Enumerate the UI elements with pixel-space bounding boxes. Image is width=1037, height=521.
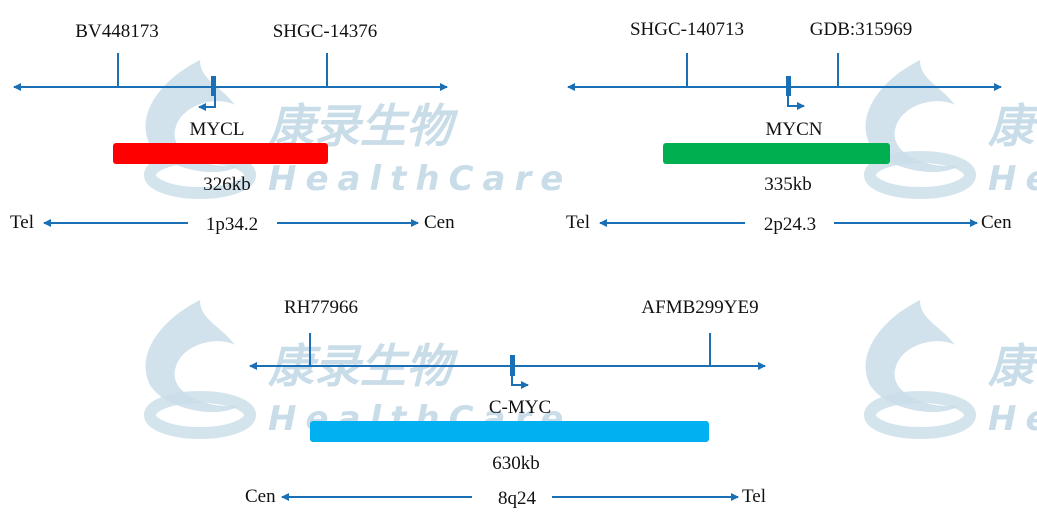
panel-c-myc: RH77966 AFMB299YE9 C-MYC 630kb Cen 8q24 … xyxy=(245,297,766,509)
right-end-label: Tel xyxy=(742,486,766,507)
watermark-cn: 康录生物 xyxy=(987,99,1037,153)
transcription-arrow-icon xyxy=(511,376,529,389)
swirl-logo-icon xyxy=(865,300,960,413)
right-end-label: Cen xyxy=(424,212,455,233)
probe-size: 335kb xyxy=(764,174,812,195)
swirl-logo-icon xyxy=(145,300,240,413)
panel-mycl: BV448173 SHGC-14376 MYCL 326kb Tel 1p34.… xyxy=(10,21,455,235)
probe-bar xyxy=(310,421,709,442)
gene-position-mark xyxy=(211,76,216,96)
transcription-arrow-icon xyxy=(787,96,805,110)
swirl-logo-icon xyxy=(144,391,256,439)
swirl-logo-icon xyxy=(864,151,976,199)
watermark-logo: 康录生物 HealthCare xyxy=(144,300,563,439)
marker-label: AFMB299YE9 xyxy=(641,297,758,318)
left-end-label: Tel xyxy=(566,212,590,233)
gene-label: MYCN xyxy=(765,119,822,140)
watermark-logo: 康录生物 HealthCare xyxy=(864,60,1037,199)
marker-label: GDB:315969 xyxy=(810,19,912,40)
band-label: 1p34.2 xyxy=(206,214,258,235)
watermark-logo: 康录生物 HealthCare xyxy=(864,300,1037,439)
watermark-en: HealthCare xyxy=(988,159,1037,199)
watermark-en: HealthCare xyxy=(268,159,572,199)
watermark-en: HealthCare xyxy=(988,399,1037,439)
left-end-label: Cen xyxy=(245,486,276,507)
marker-label: SHGC-14376 xyxy=(273,21,378,42)
transcription-arrow-icon xyxy=(198,96,216,111)
marker-label: RH77966 xyxy=(284,297,358,318)
band-label: 2p24.3 xyxy=(764,214,816,235)
gene-label: MYCL xyxy=(190,119,245,140)
probe-size: 630kb xyxy=(492,453,540,474)
left-end-label: Tel xyxy=(10,212,34,233)
probe-size: 326kb xyxy=(203,174,251,195)
swirl-logo-icon xyxy=(864,391,976,439)
gene-label: C-MYC xyxy=(489,397,551,418)
gene-position-mark xyxy=(510,355,515,376)
watermark: 康录生物 HealthCare 康录生物 HealthCare 康录生物 Hea… xyxy=(144,60,1037,439)
marker-label: SHGC-140713 xyxy=(630,19,744,40)
probe-bar xyxy=(663,143,890,164)
band-label: 8q24 xyxy=(498,488,537,509)
probe-bar xyxy=(113,143,328,164)
panel-mycn: SHGC-140713 GDB:315969 MYCN 335kb Tel 2p… xyxy=(566,19,1012,235)
right-end-label: Cen xyxy=(981,212,1012,233)
gene-position-mark xyxy=(786,76,791,96)
marker-label: BV448173 xyxy=(75,21,158,42)
watermark-cn: 康录生物 xyxy=(987,339,1037,393)
